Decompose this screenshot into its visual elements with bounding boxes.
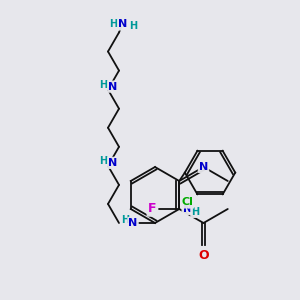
Text: H: H xyxy=(191,207,199,217)
Text: H: H xyxy=(121,215,129,225)
Text: O: O xyxy=(198,249,209,262)
Text: N: N xyxy=(128,218,138,228)
Text: H: H xyxy=(109,20,117,29)
Text: F: F xyxy=(148,202,156,215)
Text: N: N xyxy=(183,204,192,214)
Text: Cl: Cl xyxy=(182,197,194,207)
Text: N: N xyxy=(118,20,127,29)
Text: N: N xyxy=(108,82,118,92)
Text: H: H xyxy=(99,156,107,166)
Text: N: N xyxy=(199,162,208,172)
Text: H: H xyxy=(99,80,107,90)
Text: N: N xyxy=(108,158,118,168)
Text: H: H xyxy=(129,22,137,32)
